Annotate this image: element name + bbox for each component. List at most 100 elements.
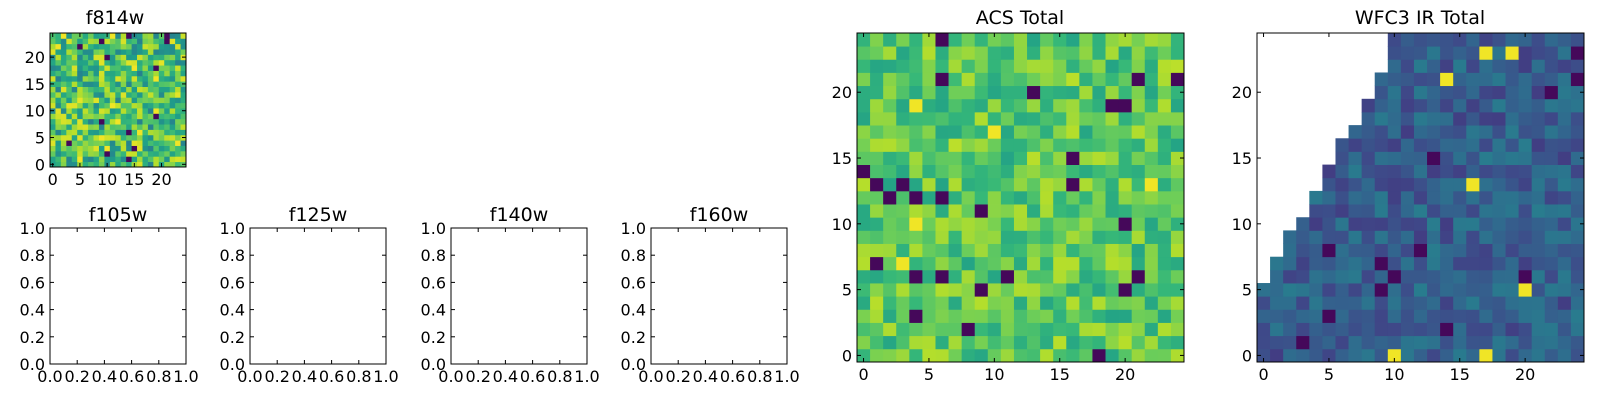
heatmap-cell xyxy=(1092,72,1106,87)
heatmap-cell xyxy=(1531,283,1546,297)
heatmap-cell xyxy=(109,150,116,157)
heatmap-cell xyxy=(1144,125,1159,139)
heatmap-cell xyxy=(1453,322,1467,337)
heatmap-cell xyxy=(153,140,160,146)
heatmap-cell xyxy=(1440,46,1454,60)
heatmap-cell xyxy=(1027,111,1041,126)
heatmap-cell xyxy=(1479,177,1493,192)
heatmap-cell xyxy=(1505,335,1519,350)
heatmap-cell xyxy=(1322,296,1336,310)
heatmap-cell xyxy=(142,43,149,50)
heatmap-cell xyxy=(1466,59,1480,73)
heatmap-cell xyxy=(1531,296,1546,310)
heatmap-cell xyxy=(1092,348,1106,363)
heatmap-cell xyxy=(164,97,171,104)
heatmap-cell xyxy=(1570,348,1585,363)
y-tick-label: 1.0 xyxy=(421,219,446,238)
x-tick-label: 1.0 xyxy=(373,367,398,386)
heatmap-cell xyxy=(1544,269,1559,284)
heatmap-cell xyxy=(857,125,871,139)
heatmap-cell xyxy=(909,85,923,100)
heatmap-cell xyxy=(883,243,897,258)
heatmap-cell xyxy=(175,86,181,93)
heatmap-cell xyxy=(1492,85,1506,100)
heatmap-cell xyxy=(1053,33,1067,47)
heatmap-cell xyxy=(120,59,127,66)
y-tick-label: 0.8 xyxy=(621,246,646,265)
heatmap-cell xyxy=(987,348,1002,363)
heatmap-cell xyxy=(1157,164,1172,179)
heatmap-cell xyxy=(1374,98,1389,113)
heatmap-cell xyxy=(1105,256,1119,271)
heatmap-cell xyxy=(98,150,105,157)
heatmap-cell xyxy=(55,54,62,61)
heatmap-cell xyxy=(93,81,100,87)
heatmap-cell xyxy=(935,33,949,47)
heatmap-cell xyxy=(71,113,78,120)
heatmap-cell xyxy=(922,125,936,139)
heatmap-cell xyxy=(1157,335,1172,350)
heatmap-cell xyxy=(1479,348,1493,363)
heatmap-cell xyxy=(1427,322,1441,337)
heatmap-cell xyxy=(896,283,910,297)
heatmap-cell xyxy=(175,43,181,50)
heatmap-cell xyxy=(180,65,187,71)
heatmap-cell xyxy=(1105,72,1119,87)
heatmap-cell xyxy=(1400,296,1415,310)
panel-f105w: f105w 0.0 0.2 0.4 0.6 0.8 1.00.00.20.40.60.81… xyxy=(20,204,199,386)
heatmap-cell xyxy=(1413,164,1428,179)
y-tick-label: 0.0 xyxy=(621,355,646,374)
heatmap-cell xyxy=(987,256,1002,271)
heatmap-cell xyxy=(109,59,116,66)
heatmap-cell xyxy=(1000,85,1015,100)
heatmap-cell xyxy=(1079,309,1093,323)
y-tick-label: 15 xyxy=(1232,149,1252,168)
heatmap-cell xyxy=(126,81,132,87)
heatmap-cell xyxy=(1027,85,1041,100)
heatmap-cell xyxy=(896,230,910,244)
heatmap-cell xyxy=(50,102,56,109)
heatmap-cell xyxy=(948,322,963,337)
plot-frame-f160w xyxy=(650,227,788,365)
heatmap-cell xyxy=(1322,348,1336,363)
heatmap-cell xyxy=(115,124,122,130)
heatmap-cell xyxy=(922,256,936,271)
heatmap-cell xyxy=(1466,177,1480,192)
heatmap-cell xyxy=(169,97,176,104)
heatmap-cell xyxy=(71,140,78,146)
heatmap-cell xyxy=(857,46,871,60)
heatmap-cell xyxy=(1170,85,1185,100)
heatmap-cell xyxy=(1505,348,1519,363)
heatmap-cell xyxy=(1013,138,1028,152)
heatmap-cell xyxy=(1400,111,1415,126)
heatmap-cell xyxy=(1027,33,1041,47)
heatmap-cell xyxy=(1000,217,1015,231)
heatmap-cell xyxy=(1079,46,1093,60)
heatmap-cell xyxy=(98,134,105,141)
heatmap-cell xyxy=(1118,59,1133,73)
heatmap-cell xyxy=(1000,190,1015,205)
heatmap-cell xyxy=(1118,72,1133,87)
heatmap-cell xyxy=(120,97,127,104)
heatmap-cell xyxy=(115,54,122,61)
heatmap-cell xyxy=(922,72,936,87)
heatmap-cell xyxy=(1309,217,1323,231)
heatmap-cell xyxy=(922,138,936,152)
heatmap-cell xyxy=(1131,283,1146,297)
heatmap-cell xyxy=(1013,98,1028,113)
heatmap-cell xyxy=(1505,256,1519,271)
heatmap-cell xyxy=(1387,230,1402,244)
heatmap-cell xyxy=(142,129,149,136)
heatmap-cell xyxy=(1387,151,1402,165)
heatmap-cell xyxy=(1400,204,1415,218)
heatmap-cell xyxy=(1131,309,1146,323)
heatmap-cell xyxy=(1066,256,1080,271)
heatmap-cell xyxy=(1505,243,1519,258)
heatmap-cell xyxy=(883,230,897,244)
heatmap-cell xyxy=(77,38,84,45)
heatmap-cell xyxy=(974,138,989,152)
heatmap-cell xyxy=(1505,269,1519,284)
heatmap-cell xyxy=(1557,243,1572,258)
heatmap-cell xyxy=(961,322,976,337)
heatmap-cell xyxy=(164,43,171,50)
